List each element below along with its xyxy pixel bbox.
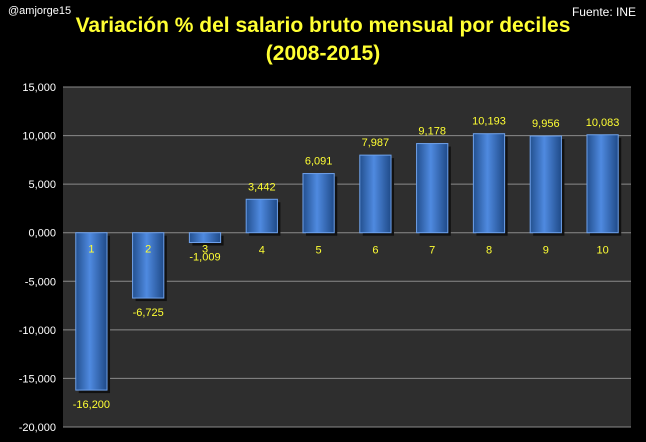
author-handle: @amjorge15 (8, 5, 72, 17)
category-label: 8 (486, 245, 492, 257)
bar (132, 232, 165, 299)
chart-title-line-1: Variación % del salario bruto mensual po… (75, 14, 571, 37)
bar (188, 232, 222, 244)
category-label: 6 (372, 245, 378, 257)
bar (416, 143, 449, 234)
bar (245, 198, 278, 234)
data-label: -16,200 (73, 399, 110, 411)
bar (472, 133, 506, 234)
y-tick-label: 0,000 (28, 228, 56, 240)
category-label: 4 (259, 245, 265, 257)
data-label: 7,987 (362, 137, 390, 149)
category-label: 9 (543, 245, 549, 257)
category-label: 10 (596, 245, 608, 257)
data-label: -1,009 (189, 252, 220, 264)
y-tick-label: 5,000 (28, 179, 56, 191)
y-tick-label: -10,000 (19, 325, 56, 337)
bar (586, 134, 619, 234)
bar (75, 232, 108, 391)
data-label: 6,091 (305, 156, 333, 168)
data-label: 9,956 (532, 118, 560, 130)
y-tick-label: 15,000 (22, 82, 56, 94)
data-label: 10,193 (472, 116, 506, 128)
category-label: 7 (429, 245, 435, 257)
chart-title-line-2: (2008-2015) (265, 42, 381, 65)
y-tick-label: 10,000 (22, 131, 56, 143)
data-label: 9,178 (418, 126, 446, 138)
category-label: 3 (202, 244, 208, 256)
y-tick-label: -20,000 (19, 422, 56, 434)
bar (529, 135, 562, 234)
data-label: 10,083 (586, 117, 620, 129)
data-label: 3,442 (248, 181, 276, 193)
category-label: 2 (145, 244, 151, 256)
data-label: -6,725 (133, 307, 164, 319)
chart-title: Variación % del salario bruto mensual po… (0, 12, 646, 68)
category-label: 5 (316, 245, 322, 257)
y-tick-label: -5,000 (25, 276, 56, 288)
bar (302, 173, 335, 234)
category-label: 1 (88, 244, 94, 256)
source-label: Fuente: INE (571, 5, 636, 19)
bar (359, 154, 392, 234)
y-tick-label: -15,000 (19, 373, 56, 385)
